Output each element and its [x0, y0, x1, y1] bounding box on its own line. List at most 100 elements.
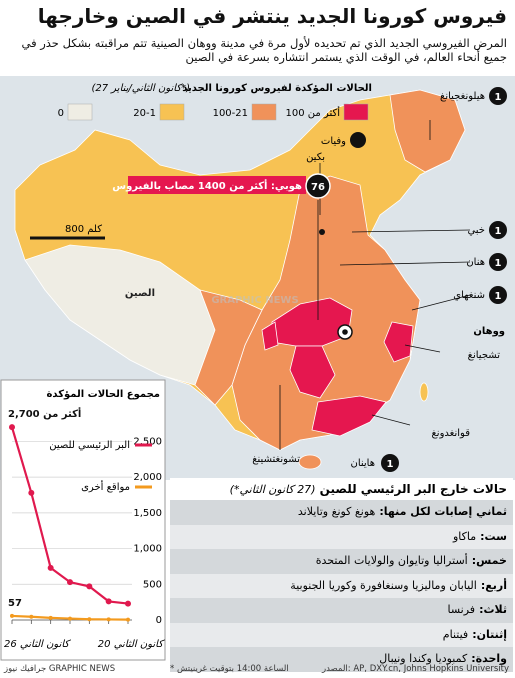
table-row: أربع:اليابان وماليزيا وسنغافورة وكوريا ا… [170, 573, 513, 598]
death-count: 76 [311, 182, 325, 193]
region-label: تشجيانغ [468, 350, 501, 361]
deaths-label: وفيات [321, 136, 346, 147]
chart-panel [0, 379, 166, 661]
hubei-box [128, 176, 306, 194]
row-places: كمبوديا وكندا ونيبال [379, 652, 468, 665]
value-label: 57 [8, 598, 22, 609]
data-point [105, 598, 112, 605]
legend-label: 20-1 [133, 108, 156, 119]
x-tick-label: 20 كانون الثاني [98, 639, 165, 650]
x-tick-label: 26 كانون الثاني [4, 639, 71, 650]
table-row: خمس:أستراليا وتايوان والولايات المتحدة [170, 549, 513, 574]
data-point [126, 617, 130, 622]
region-label: تشونغتشينغ [252, 454, 300, 465]
region-label: هيلونغجيانغ [440, 91, 485, 102]
legend-swatch [251, 103, 277, 121]
row-count: واحدة: [471, 652, 507, 665]
death-badge [305, 173, 331, 199]
death-badge [489, 253, 507, 271]
region [194, 289, 263, 406]
row-count: خمس: [471, 554, 507, 567]
legend-label: أكثر من 100 [286, 106, 341, 119]
scale-label: 800 كلم [65, 224, 102, 235]
death-badge [489, 286, 507, 304]
table-row: ست:ماكاو [170, 524, 513, 549]
legend-date: (27 كانون الثاني/يناير*) [91, 83, 190, 94]
city-dot [319, 229, 325, 235]
wuhan-marker [342, 329, 348, 335]
y-tick-label: 1,500 [133, 508, 162, 519]
legend-swatch [67, 103, 93, 121]
legend-label: 100-21 [213, 108, 248, 119]
row-count: إثنتان: [472, 627, 507, 641]
footer: المصدر: AP, DXY.cn, Johns Hopkins Univer… [0, 662, 515, 678]
credit: جرافيك نيوز GRAPHIC NEWS [4, 664, 116, 674]
badges: 1 1 1 1 1 [381, 87, 507, 472]
y-tick-label: 2,500 [133, 436, 162, 447]
table: حالات خارج البر الرئيسي للصين (27 كانون … [170, 478, 513, 672]
subtitle: المرض الفيروسي الجديد الذي تم تحديده لأو… [21, 36, 507, 64]
data-point [106, 617, 111, 622]
deaths-symbol [350, 132, 366, 148]
row-places: أستراليا وتايوان والولايات المتحدة [315, 554, 468, 567]
death-count: 1 [387, 459, 394, 470]
table-body: ثماني إصابات لكل منها:هونغ كونغ وتايلاند… [170, 500, 513, 672]
data-point [47, 564, 54, 571]
region [298, 454, 322, 470]
row-places: اليابان وماليزيا وسنغافورة وكوريا الجنوب… [290, 578, 477, 592]
value-label: أكثر من 2,700 [8, 407, 81, 420]
region-label: هاينان [350, 458, 375, 469]
table-row: ثلاث:فرنسا [170, 598, 513, 623]
legend-swatch [343, 103, 369, 121]
hubei-label: هوبي: أكثر من 1400 مصاب بالفيروس [112, 179, 302, 192]
legend-label: البر الرئيسي للصين [49, 440, 130, 451]
row-count: ثلاث: [479, 603, 507, 616]
y-tick-label: 500 [143, 579, 162, 590]
legend-label: مواقع أخرى [81, 480, 130, 493]
region-label: هنان [466, 257, 485, 268]
leader [404, 344, 441, 353]
watermark: GRAPHIC NEWS [211, 295, 298, 306]
chart: 0 500 1,000 1,500 2,000 2,500 20 كانون الثاني 2… [4, 407, 165, 650]
legend: أكثر من 100 100-21 20-1 0 [58, 103, 369, 121]
leader [339, 261, 471, 266]
leader [411, 294, 471, 311]
table-row: ثماني إصابات لكل منها:هونغ كونغ وتايلاند [170, 500, 513, 525]
legend-label: 0 [58, 108, 64, 119]
table-header: حالات خارج البر الرئيسي للصين (27 كانون … [170, 478, 513, 500]
row-places: ماكاو [452, 529, 477, 543]
time-note: * الساعة 14:00 بتوقيت غرينيتش [170, 664, 289, 674]
data-point [125, 600, 131, 607]
region [311, 395, 387, 437]
region [419, 382, 429, 402]
leader [351, 229, 471, 233]
region-label: خبي [467, 225, 485, 236]
death-count: 1 [495, 291, 502, 302]
row-count: ثماني إصابات لكل منها: [379, 505, 507, 518]
country-label: الصين [125, 288, 155, 299]
region [261, 321, 279, 351]
death-badge [489, 221, 507, 239]
data-point [28, 489, 35, 496]
leader-lines [279, 120, 471, 450]
row-places: فرنسا [447, 603, 476, 616]
data-point [68, 616, 72, 621]
y-tick-label: 0 [156, 615, 162, 626]
table-note: (27 كانون الثاني*) [229, 483, 316, 496]
death-count: 1 [495, 92, 502, 103]
chart-title: مجموع الحالات المؤكدة [47, 389, 160, 400]
data-point [10, 613, 14, 618]
legend-title: الحالات المؤكدة لفيروس كورونا الجديد [182, 83, 372, 94]
death-count: 1 [495, 258, 502, 269]
region [383, 321, 414, 363]
death-badge [381, 454, 399, 472]
table-row: واحدة:كمبوديا وكندا ونيبال [170, 647, 513, 672]
row-count: ست: [480, 529, 507, 543]
leader [371, 414, 411, 426]
row-count: أربع: [480, 578, 507, 592]
legend-swatch [159, 103, 185, 121]
death-badge [489, 87, 507, 105]
table-title: حالات خارج البر الرئيسي للصين [319, 482, 507, 496]
